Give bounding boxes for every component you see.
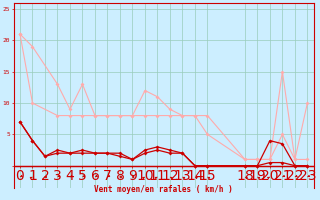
X-axis label: Vent moyen/en rafales ( km/h ): Vent moyen/en rafales ( km/h ): [94, 185, 233, 194]
